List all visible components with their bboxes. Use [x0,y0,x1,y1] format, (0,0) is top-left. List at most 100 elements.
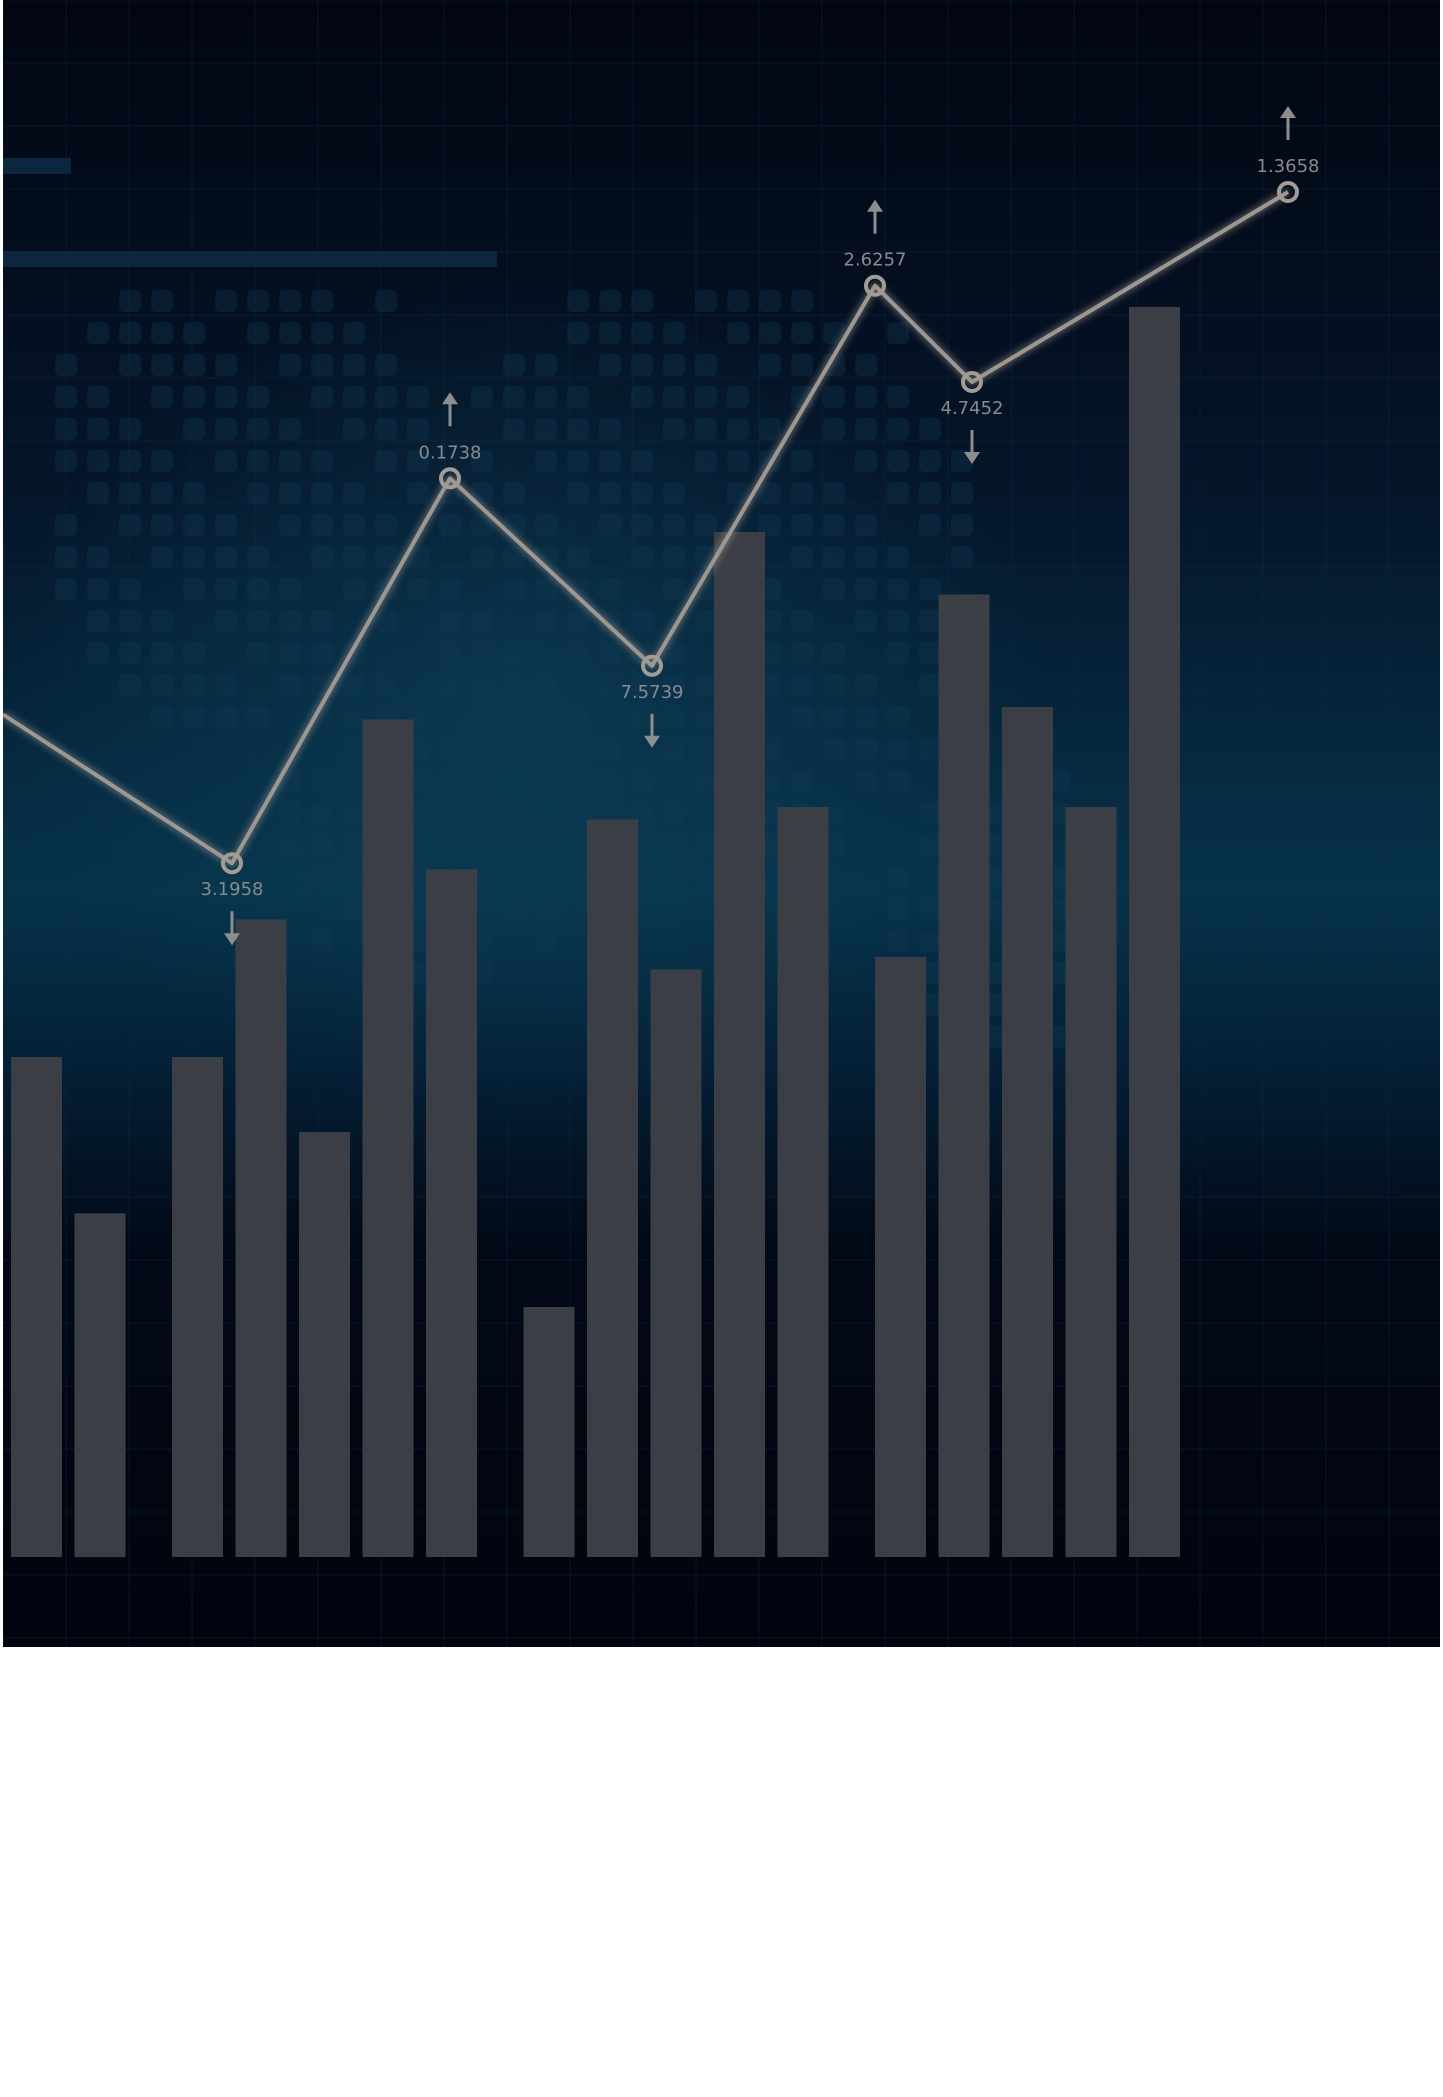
map-dot [631,450,653,472]
map-dot [439,610,461,632]
map-dot [599,802,621,824]
bar-group-2-bar-5 [426,869,477,1557]
map-dot [279,674,301,696]
map-dot [87,482,109,504]
map-dot [695,354,717,376]
map-dot [119,610,141,632]
map-dot [503,898,525,920]
map-dot [311,546,333,568]
arrow-up-icon [867,199,883,212]
map-dot [791,770,813,792]
map-dot [631,610,653,632]
map-dot [599,610,621,632]
map-dot [183,322,205,344]
map-dot [887,546,909,568]
map-dot [407,546,429,568]
map-dot [247,450,269,472]
map-dot [279,770,301,792]
bar-group-3-bar-2 [587,819,638,1557]
map-dot [343,418,365,440]
map-dot [823,706,845,728]
map-dot [87,450,109,472]
map-dot [631,482,653,504]
map-dot [599,450,621,472]
map-dot [727,322,749,344]
map-dot [631,546,653,568]
map-dot [887,642,909,664]
map-dot [119,674,141,696]
map-dot [567,738,589,760]
point-value-label: 3.1958 [201,879,264,900]
map-dot [503,834,525,856]
bar-group-3-bar-4 [714,532,765,1557]
series-line [3,190,1290,866]
map-dot [599,322,621,344]
map-dot [311,322,333,344]
map-dot [183,674,205,696]
map-dot [471,834,493,856]
map-dot [695,770,717,792]
map-dot [535,386,557,408]
map-dot [407,450,429,472]
map-dot [919,418,941,440]
map-dot [343,802,365,824]
map-dot [567,290,589,312]
map-dot [215,546,237,568]
map-dot [535,514,557,536]
map-dot [311,674,333,696]
bar-group-3-bar-1 [523,1307,575,1557]
map-dot [55,354,77,376]
map-dot [759,418,781,440]
line-point-marker [439,467,461,490]
map-dot [791,610,813,632]
map-dot [695,514,717,536]
map-dot [567,642,589,664]
map-dot [695,674,717,696]
map-dot [471,674,493,696]
map-dot [183,514,205,536]
map-dot [343,386,365,408]
line-point-marker [221,852,243,875]
map-dot [567,418,589,440]
map-dot [503,642,525,664]
map-dot [887,898,909,920]
bar-group-2-bar-1 [172,1057,223,1557]
map-dot [503,738,525,760]
map-dot [279,802,301,824]
map-dot [343,674,365,696]
line-point-marker [1277,181,1299,203]
map-dot [535,674,557,696]
arrow-up-icon [1280,106,1296,118]
map-dot [471,482,493,504]
map-dot [279,834,301,856]
map-dot [215,354,237,376]
map-dot [503,354,525,376]
map-dot [887,450,909,472]
map-dot [439,770,461,792]
map-dot [791,450,813,472]
map-dot [567,322,589,344]
map-dot [791,322,813,344]
map-dot [503,802,525,824]
map-dot [503,482,525,504]
map-dot [151,354,173,376]
map-dot [823,578,845,600]
map-dot [375,418,397,440]
map-dot [215,450,237,472]
map-dot [311,290,333,312]
map-dot [599,290,621,312]
map-dot [663,642,685,664]
map-dot [599,482,621,504]
map-dot [503,578,525,600]
map-dot [471,386,493,408]
map-dot [887,610,909,632]
map-dot [471,546,493,568]
map-dot [535,450,557,472]
arrow-down-icon [964,452,980,464]
map-dot [823,482,845,504]
map-dot [695,738,717,760]
map-dot [919,482,941,504]
map-dot [631,674,653,696]
map-dot [535,866,557,888]
map-dot [695,610,717,632]
